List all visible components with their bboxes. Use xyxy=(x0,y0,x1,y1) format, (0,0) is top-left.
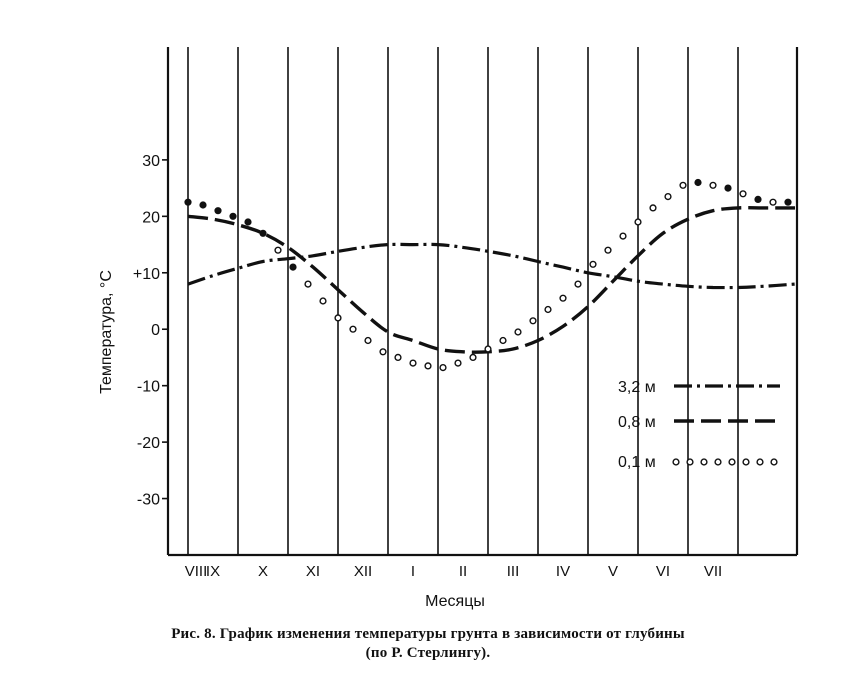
data-point xyxy=(709,181,717,189)
data-point xyxy=(769,198,777,206)
data-point xyxy=(304,280,312,288)
data-point xyxy=(274,246,282,254)
data-point xyxy=(724,184,732,192)
data-point xyxy=(469,353,477,362)
month-label: VIII xyxy=(185,563,208,580)
legend: 3,2 м 0,8 м 0,1 м xyxy=(618,379,780,471)
data-point xyxy=(364,336,372,345)
month-label: VI xyxy=(656,563,670,580)
data-point xyxy=(184,198,192,206)
month-label: XII xyxy=(354,563,372,580)
month-label: III xyxy=(507,563,520,580)
month-label: IV xyxy=(556,563,570,580)
data-point xyxy=(394,353,402,362)
data-point xyxy=(289,263,297,271)
y-axis-ticks: 30 20 +10 0 -10 -20 -30 xyxy=(133,153,168,509)
data-point xyxy=(409,359,417,367)
series-line xyxy=(187,205,795,354)
data-point xyxy=(439,364,447,372)
month-label: X xyxy=(258,563,268,580)
data-point xyxy=(244,218,252,226)
month-label: II xyxy=(459,563,467,580)
data-point xyxy=(754,195,762,204)
data-point xyxy=(664,193,672,201)
series-points xyxy=(184,178,792,372)
data-point xyxy=(574,280,582,288)
data-point xyxy=(784,198,792,206)
data-point xyxy=(349,325,357,333)
month-label: VII xyxy=(704,563,722,580)
grid xyxy=(187,47,739,555)
y-tick-label: -20 xyxy=(137,435,160,452)
data-point xyxy=(529,317,537,325)
figure-caption-source: (по Р. Стерлингу). xyxy=(365,645,491,661)
legend-label: 3,2 м xyxy=(618,379,656,396)
legend-swatch-point xyxy=(756,458,764,466)
data-point xyxy=(604,246,612,254)
y-tick-label: -10 xyxy=(137,379,160,396)
legend-swatch-point xyxy=(672,458,680,466)
data-point xyxy=(514,328,522,336)
y-tick-label: 30 xyxy=(142,153,160,170)
legend-label: 0,8 м xyxy=(618,414,656,431)
legend-swatch-point xyxy=(742,458,750,466)
data-point xyxy=(559,294,567,302)
data-point xyxy=(319,297,327,305)
data-point xyxy=(214,207,222,215)
series-line xyxy=(187,242,796,290)
data-point xyxy=(649,204,657,212)
data-point xyxy=(619,232,627,240)
data-point xyxy=(544,305,552,314)
data-point xyxy=(199,201,207,209)
month-label: XI xyxy=(306,563,320,580)
data-point xyxy=(229,212,237,220)
data-point xyxy=(679,181,687,189)
data-point xyxy=(424,362,432,370)
figure-caption: Рис. 8. График изменения температуры гру… xyxy=(171,626,685,642)
data-point xyxy=(334,314,342,322)
y-tick-label: +10 xyxy=(133,266,160,283)
plot-frame xyxy=(166,47,799,557)
month-label: IX xyxy=(206,563,220,580)
y-tick-label: -30 xyxy=(137,492,160,509)
data-point xyxy=(484,345,492,353)
legend-swatch-point xyxy=(700,458,708,466)
data-point xyxy=(454,359,462,367)
y-tick-label: 0 xyxy=(151,322,160,339)
legend-label: 0,1 м xyxy=(618,454,656,471)
legend-swatch-point xyxy=(714,458,722,466)
data-point xyxy=(379,348,387,356)
month-label: I xyxy=(411,563,415,580)
series-layer xyxy=(184,178,796,372)
data-point xyxy=(589,260,597,268)
legend-swatch-point xyxy=(728,458,736,466)
legend-swatch-point xyxy=(686,458,694,466)
data-point xyxy=(634,218,642,226)
data-point xyxy=(739,190,747,198)
data-point xyxy=(499,336,507,345)
x-axis-label: Месяцы xyxy=(425,593,485,610)
legend-swatch-point xyxy=(770,458,778,466)
y-axis-label: Температура, °С xyxy=(98,270,115,394)
data-point xyxy=(694,178,702,187)
y-tick-label: 20 xyxy=(142,209,160,226)
month-label: V xyxy=(608,563,618,580)
data-point xyxy=(259,229,267,237)
